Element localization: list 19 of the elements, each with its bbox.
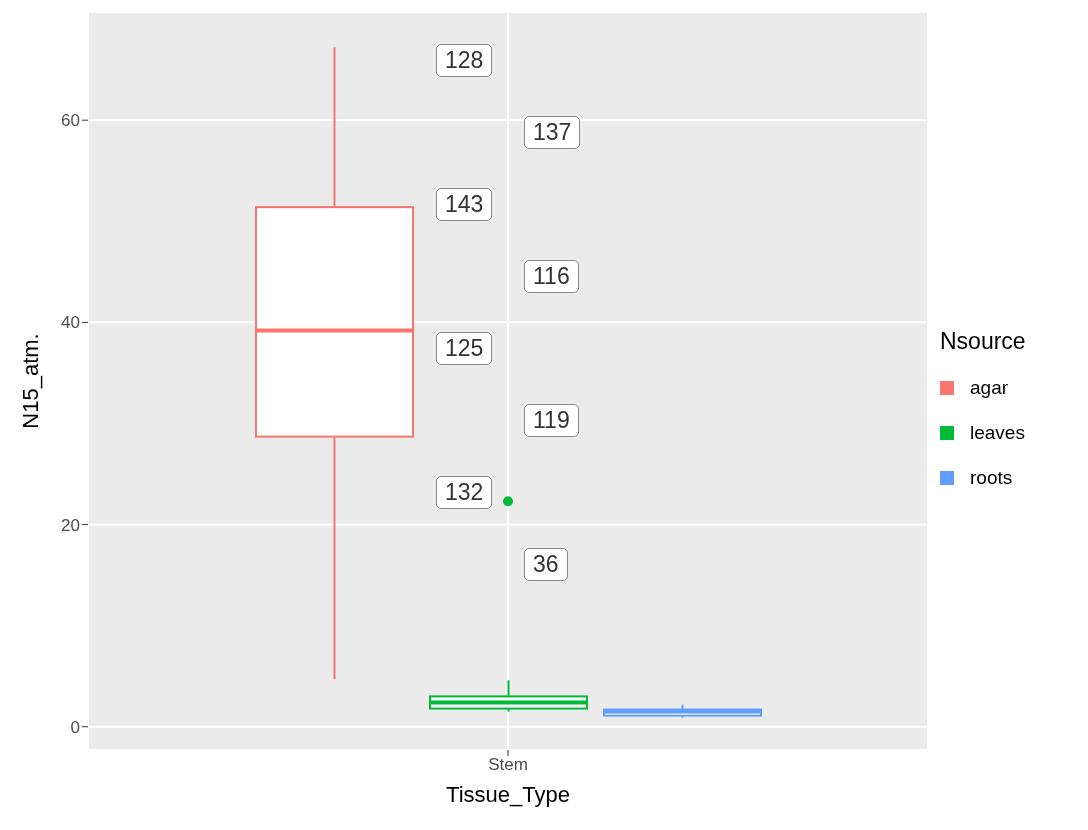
annotation: 119 <box>524 404 579 437</box>
text: agar <box>970 376 1009 399</box>
annotation: 36 <box>524 548 568 581</box>
annotation: 143 <box>436 188 493 221</box>
annotation: 137 <box>524 116 581 149</box>
y-tick-label: 40 <box>61 313 80 333</box>
y-tick-label: 60 <box>61 111 80 131</box>
text: roots <box>970 466 1013 489</box>
annotation: 128 <box>436 44 493 77</box>
y-tick-label: 20 <box>61 515 80 535</box>
x-tick-label: Stem <box>488 755 528 775</box>
annotation: 132 <box>436 476 493 509</box>
y-axis-title: N15_atm. <box>17 333 43 429</box>
text: leaves <box>970 421 1025 444</box>
annotation: 125 <box>436 332 493 365</box>
annotation: 116 <box>524 260 579 293</box>
y-tick-label: 0 <box>70 717 80 737</box>
x-axis-title: Tissue_Type <box>446 782 570 807</box>
legend-title: Nsource <box>940 328 1027 355</box>
